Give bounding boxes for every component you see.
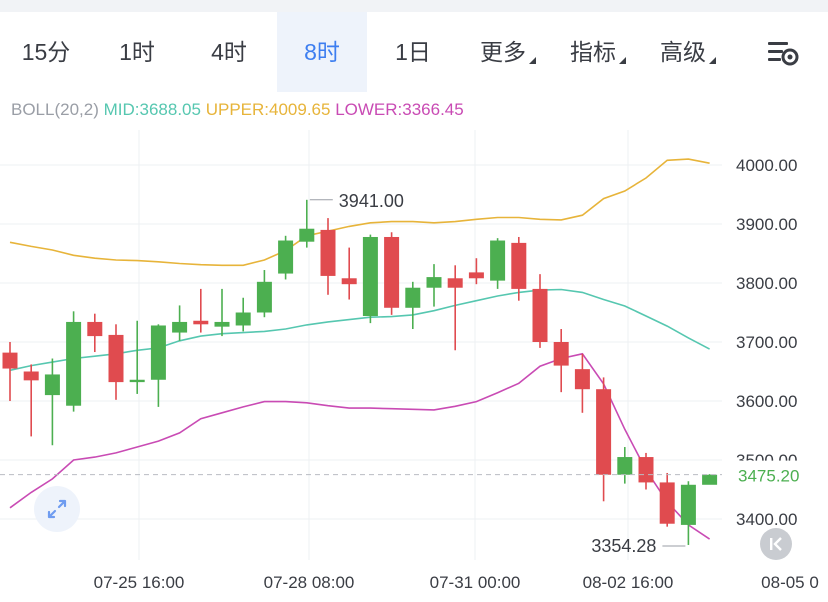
dropdown-triangle-icon xyxy=(709,57,716,64)
y-tick-label: 3400.00 xyxy=(736,510,797,529)
candle-body-down xyxy=(659,482,675,524)
dropdown-indicators[interactable]: 指标 xyxy=(553,12,643,92)
candle-body-down xyxy=(320,229,336,276)
candle-body-up xyxy=(702,474,718,485)
candle-body-up xyxy=(256,281,272,313)
candle-body-down xyxy=(2,352,18,369)
candle-body-up xyxy=(66,321,82,406)
candle-body-up xyxy=(235,312,251,326)
boll-indicator-legend: BOLL(20,2) MID:3688.05 UPPER:4009.65 LOW… xyxy=(11,100,464,120)
candle-body-up xyxy=(490,240,506,281)
candlestick-chart[interactable]: 3400.003500.003600.003700.003800.003900.… xyxy=(0,130,828,602)
candle-body-up xyxy=(278,240,294,274)
current-price-label: 3475.20 xyxy=(738,467,799,486)
candle-body-down xyxy=(23,371,39,381)
y-tick-label: 3700.00 xyxy=(736,333,797,352)
candle-body-up xyxy=(129,379,145,383)
tab-1h[interactable]: 1时 xyxy=(119,39,155,65)
boll-mid-value: MID:3688.05 xyxy=(103,100,201,119)
candle-body-up xyxy=(299,228,315,242)
x-tick-label: 08-05 0 xyxy=(761,573,819,592)
chart-settings-icon xyxy=(768,42,799,66)
candle-body-down xyxy=(108,334,124,383)
boll-name: BOLL(20,2) xyxy=(11,100,99,119)
timeframe-toolbar: 15分 1时 4时 8时 1日 更多 指标 高级 xyxy=(0,12,828,92)
candle-body-up xyxy=(405,287,421,308)
candle-body-up xyxy=(426,277,442,288)
skip-to-latest-icon xyxy=(770,537,782,551)
top-strip xyxy=(0,0,828,12)
chart-settings-button[interactable] xyxy=(766,39,800,67)
expand-arrows-icon xyxy=(47,499,67,519)
candle-body-down xyxy=(384,236,400,308)
y-tick-label: 3800.00 xyxy=(736,274,797,293)
candle-body-up xyxy=(44,374,60,396)
candle-body-down xyxy=(574,369,590,390)
candle-body-down xyxy=(341,278,357,285)
boll-lower-line xyxy=(9,352,711,540)
tab-4h[interactable]: 4时 xyxy=(211,39,247,65)
current-price-tag-bg xyxy=(726,460,826,489)
y-tick-label: 3900.00 xyxy=(736,215,797,234)
candle-body-down xyxy=(87,321,103,337)
boll-lower-value: LOWER:3366.45 xyxy=(335,100,464,119)
candle-body-up xyxy=(680,484,696,525)
candle-body-up xyxy=(214,321,230,327)
y-tick-label: 3600.00 xyxy=(736,392,797,411)
tab-1d[interactable]: 1日 xyxy=(395,39,431,65)
candle-body-down xyxy=(638,457,654,483)
candle-body-down xyxy=(553,342,569,366)
dropdown-more[interactable]: 更多 xyxy=(463,12,553,92)
scroll-to-latest-button[interactable] xyxy=(760,528,792,560)
x-tick-label: 07-28 08:00 xyxy=(264,573,355,592)
candle-body-down xyxy=(596,389,612,475)
candle-body-up xyxy=(617,457,633,475)
candle-body-up xyxy=(362,236,378,317)
y-tick-label: 4000.00 xyxy=(736,156,797,175)
high-price-label: 3941.00 xyxy=(339,191,404,211)
tab-8h[interactable]: 8时 xyxy=(277,12,367,92)
candle-body-up xyxy=(172,321,188,333)
candle-body-down xyxy=(511,242,527,289)
candle-body-down xyxy=(193,320,209,325)
low-price-label: 3354.28 xyxy=(591,536,656,556)
dropdown-advanced[interactable]: 高级 xyxy=(643,12,733,92)
x-tick-label: 08-02 16:00 xyxy=(583,573,674,592)
boll-upper-line xyxy=(9,158,710,267)
x-tick-label: 07-31 00:00 xyxy=(430,573,521,592)
dropdown-advanced-label: 高级 xyxy=(660,39,706,65)
dropdown-indicators-label: 指标 xyxy=(570,39,616,65)
boll-upper-value: UPPER:4009.65 xyxy=(205,100,331,119)
dropdown-more-label: 更多 xyxy=(480,39,526,65)
dropdown-triangle-icon xyxy=(619,57,626,64)
boll-mid-line xyxy=(9,288,710,372)
candle-body-down xyxy=(468,272,484,279)
dropdown-triangle-icon xyxy=(529,57,536,64)
tab-15m[interactable]: 15分 xyxy=(21,39,71,65)
fullscreen-button[interactable] xyxy=(34,486,80,532)
candle-body-down xyxy=(532,288,548,342)
candle-body-down xyxy=(447,278,463,288)
x-tick-label: 07-25 16:00 xyxy=(94,573,185,592)
candle-body-up xyxy=(150,325,166,380)
